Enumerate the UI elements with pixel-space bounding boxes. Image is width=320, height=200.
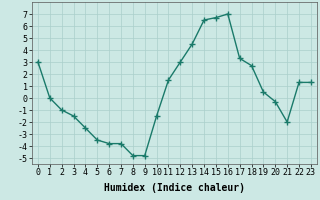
X-axis label: Humidex (Indice chaleur): Humidex (Indice chaleur) bbox=[104, 183, 245, 193]
